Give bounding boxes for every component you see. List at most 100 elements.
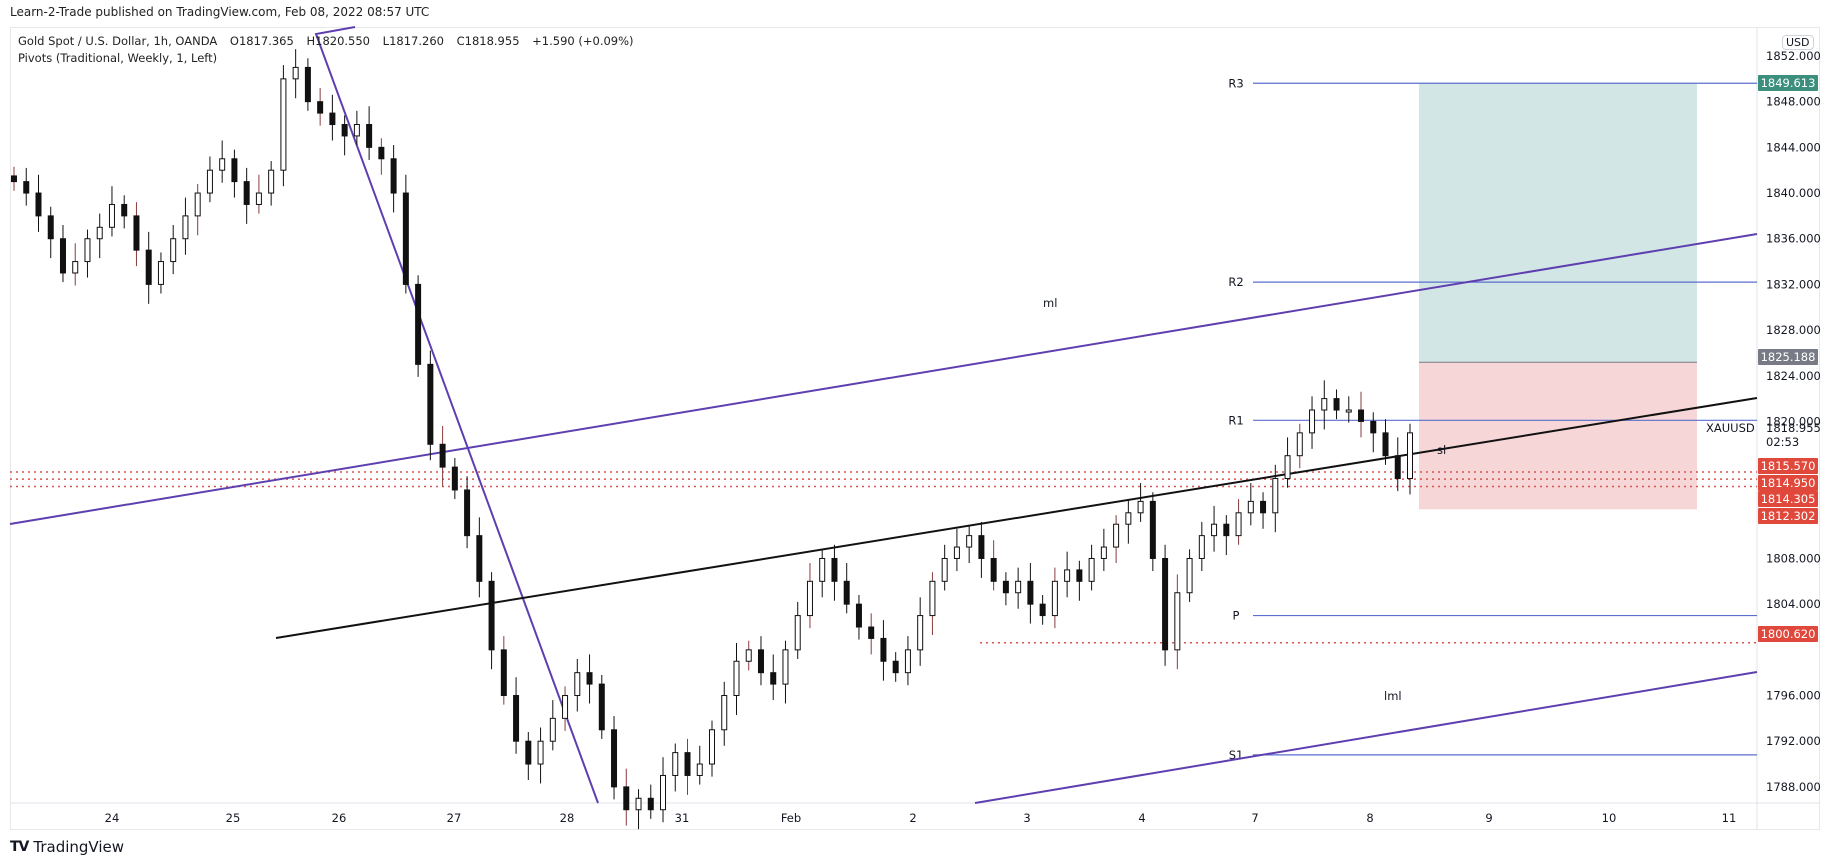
bearish-candle bbox=[121, 203, 128, 217]
time-tick: 8 bbox=[1366, 811, 1373, 825]
price-tag-label: 1812.302 bbox=[1761, 509, 1816, 523]
bullish-candle bbox=[255, 192, 262, 205]
bullish-candle bbox=[782, 649, 789, 685]
bullish-candle bbox=[660, 774, 667, 811]
bearish-candle bbox=[1382, 432, 1389, 457]
bullish-candle bbox=[721, 695, 728, 731]
bearish-candle bbox=[978, 535, 985, 559]
bearish-candle bbox=[757, 649, 764, 674]
bearish-candle bbox=[488, 580, 495, 651]
price-tag bbox=[1758, 508, 1818, 524]
time-tick: 7 bbox=[1251, 811, 1258, 825]
bullish-candle bbox=[1272, 478, 1279, 514]
bearish-candle bbox=[451, 466, 458, 491]
bearish-candle bbox=[59, 238, 66, 274]
downtrend-line bbox=[314, 26, 599, 804]
bearish-candle bbox=[47, 215, 54, 240]
bearish-candle bbox=[378, 146, 385, 160]
time-tick: Feb bbox=[781, 811, 801, 825]
bearish-candle bbox=[317, 101, 324, 114]
bullish-candle bbox=[1125, 512, 1132, 525]
symbol-title[interactable]: Gold Spot / U.S. Dollar, 1h, OANDA bbox=[18, 34, 218, 48]
bullish-candle bbox=[194, 192, 201, 217]
bearish-candle bbox=[647, 797, 654, 811]
bullish-candle bbox=[280, 78, 287, 171]
symbol-label: XAUUSD bbox=[1706, 421, 1755, 435]
price-tag-label: 1815.570 bbox=[1761, 459, 1816, 473]
bullish-candle bbox=[1137, 500, 1144, 514]
bearish-candle bbox=[402, 192, 409, 285]
loss-zone bbox=[1419, 362, 1697, 510]
bearish-candle bbox=[476, 535, 483, 582]
price-tick: 1836.000 bbox=[1766, 232, 1821, 246]
bearish-candle bbox=[831, 557, 838, 582]
currency-badge[interactable]: USD bbox=[1782, 35, 1814, 50]
time-tick: 25 bbox=[226, 811, 241, 825]
price-tick: 1832.000 bbox=[1766, 277, 1821, 291]
bullish-candle bbox=[1186, 557, 1193, 594]
bearish-candle bbox=[133, 215, 140, 251]
bearish-candle bbox=[892, 660, 899, 674]
bullish-candle bbox=[219, 158, 226, 171]
ohlc-line: Gold Spot / U.S. Dollar, 1h, OANDA O1817… bbox=[18, 33, 643, 50]
bullish-candle bbox=[157, 261, 164, 285]
bearish-candle bbox=[145, 249, 152, 285]
bullish-candle bbox=[549, 717, 556, 742]
price-tick: 1820.000 bbox=[1766, 414, 1821, 428]
bullish-candle bbox=[1309, 409, 1316, 434]
pivot-label-r3: R3 bbox=[1228, 76, 1243, 90]
bearish-candle bbox=[427, 363, 434, 445]
bullish-candle bbox=[537, 740, 544, 765]
label-ml: ml bbox=[1043, 296, 1057, 310]
last-price: 1818.955 bbox=[1766, 421, 1821, 435]
price-tick: 1824.000 bbox=[1766, 369, 1821, 383]
price-tag bbox=[1758, 75, 1818, 91]
bullish-candle bbox=[1113, 523, 1120, 548]
bearish-candle bbox=[304, 66, 311, 103]
price-tick: 1828.000 bbox=[1766, 323, 1821, 337]
bearish-candle bbox=[464, 489, 471, 537]
bearish-candle bbox=[868, 626, 875, 639]
median-line-ml bbox=[9, 233, 1758, 525]
high-value: H1820.550 bbox=[306, 34, 371, 48]
bullish-candle bbox=[1345, 409, 1352, 413]
bearish-candle bbox=[1370, 420, 1377, 434]
open-value: O1817.365 bbox=[229, 34, 294, 48]
bearish-candle bbox=[415, 283, 422, 365]
price-tag bbox=[1758, 475, 1818, 491]
bullish-candle bbox=[672, 752, 679, 776]
price-tag bbox=[1758, 349, 1818, 365]
bullish-candle bbox=[1100, 546, 1107, 559]
bearish-candle bbox=[439, 443, 446, 468]
bullish-candle bbox=[72, 261, 79, 274]
pivot-label-r2: R2 bbox=[1228, 275, 1243, 289]
bullish-candle bbox=[108, 203, 115, 228]
bullish-candle bbox=[917, 615, 924, 651]
time-tick: 10 bbox=[1602, 811, 1617, 825]
bearish-candle bbox=[23, 181, 30, 194]
indicator-title[interactable]: Pivots (Traditional, Weekly, 1, Left) bbox=[18, 51, 218, 65]
price-tag-label: 1849.613 bbox=[1761, 76, 1816, 90]
time-tick: 4 bbox=[1138, 811, 1145, 825]
time-tick: 2 bbox=[909, 811, 916, 825]
price-tick: 1792.000 bbox=[1766, 734, 1821, 748]
time-tick: 28 bbox=[560, 811, 575, 825]
bullish-candle bbox=[292, 66, 299, 80]
bearish-candle bbox=[1076, 569, 1083, 582]
bullish-candle bbox=[696, 763, 703, 776]
bearish-candle bbox=[329, 112, 336, 126]
tradingview-logo-icon: TV bbox=[10, 839, 29, 855]
bearish-candle bbox=[843, 580, 850, 605]
bearish-candle bbox=[366, 124, 373, 148]
bullish-candle bbox=[1064, 569, 1071, 582]
bullish-candle bbox=[1198, 535, 1205, 559]
bullish-candle bbox=[745, 649, 752, 662]
bullish-candle bbox=[1235, 512, 1242, 537]
tradingview-logo[interactable]: TV TradingView bbox=[10, 838, 124, 856]
bearish-candle bbox=[1027, 580, 1034, 605]
price-tag bbox=[1758, 458, 1818, 474]
price-tag-label: 1814.950 bbox=[1761, 476, 1816, 490]
time-tick: 11 bbox=[1722, 811, 1737, 825]
profit-zone bbox=[1419, 83, 1697, 363]
